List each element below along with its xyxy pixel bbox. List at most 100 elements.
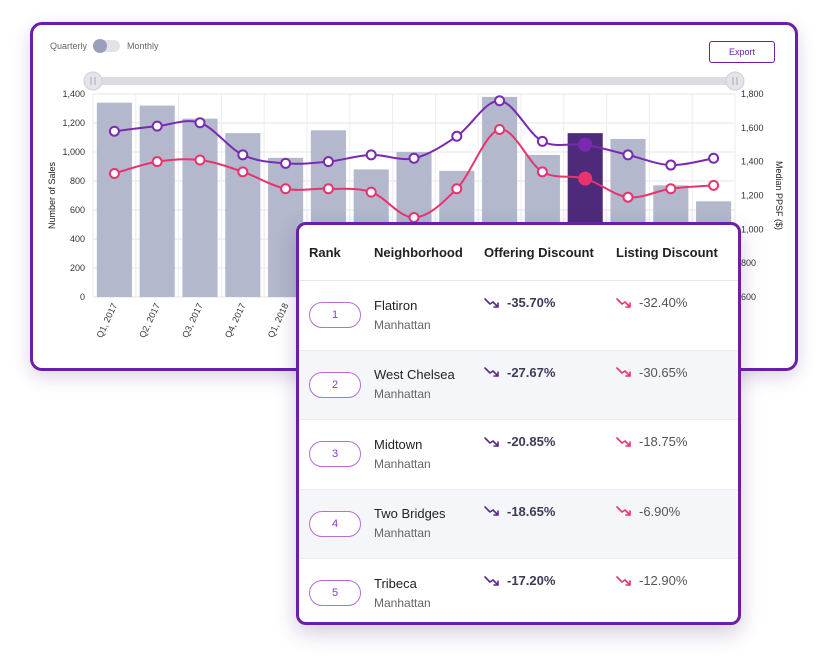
rank-badge: 3 bbox=[309, 441, 361, 468]
offering-discount-cell: -20.85% bbox=[484, 434, 616, 449]
data-point bbox=[708, 179, 720, 191]
trend-down-icon bbox=[616, 575, 631, 586]
trend-down-icon bbox=[616, 297, 631, 308]
neighborhood-name: West Chelsea bbox=[374, 367, 455, 383]
y-tick-label: 1,400 bbox=[62, 89, 85, 99]
data-point bbox=[194, 154, 206, 166]
rank-badge: 5 bbox=[309, 580, 361, 607]
bar bbox=[182, 118, 218, 298]
data-point bbox=[536, 166, 548, 178]
listing-discount-cell: -18.75% bbox=[616, 434, 736, 449]
header-listing-discount: Listing Discount bbox=[616, 245, 718, 260]
data-point bbox=[408, 211, 420, 223]
data-point bbox=[280, 183, 292, 195]
data-point bbox=[151, 156, 163, 168]
y2-tick-label: 1,200 bbox=[741, 191, 764, 201]
range-slider-track bbox=[93, 77, 735, 85]
rank-cell: 3 bbox=[299, 441, 374, 468]
y2-tick-label: 800 bbox=[741, 258, 756, 268]
offering-discount-cell: -27.67% bbox=[484, 365, 616, 380]
data-point bbox=[665, 159, 677, 171]
table-row[interactable]: 3 Midtown Manhattan -20.85% -18.75% bbox=[299, 420, 738, 490]
data-point bbox=[322, 183, 334, 195]
header-offering-discount: Offering Discount bbox=[484, 245, 594, 260]
toggle-knob[interactable] bbox=[93, 39, 108, 53]
y-tick-label: 400 bbox=[70, 234, 85, 244]
y2-tick-label: 1,000 bbox=[741, 224, 764, 234]
y2-tick-label: 600 bbox=[741, 292, 756, 302]
offering-discount-value: -17.20% bbox=[507, 573, 556, 588]
y-tick-label: 600 bbox=[70, 205, 85, 215]
x-tick-label: Q4, 2017 bbox=[223, 302, 248, 340]
header-neighborhood: Neighborhood bbox=[374, 245, 463, 260]
offering-discount-value: -18.65% bbox=[507, 503, 556, 519]
table-row[interactable]: 2 West Chelsea Manhattan -27.67% -30.65% bbox=[299, 350, 738, 420]
bar bbox=[139, 105, 175, 297]
data-point bbox=[451, 183, 463, 195]
offering-discount-cell: -35.70% bbox=[484, 295, 616, 310]
data-point bbox=[622, 191, 634, 203]
header-rank: Rank bbox=[309, 245, 341, 260]
range-slider-right-handle[interactable] bbox=[725, 71, 745, 91]
borough-name: Manhattan bbox=[374, 317, 431, 332]
y-tick-label: 1,200 bbox=[62, 118, 85, 128]
neighborhood-name: Flatiron bbox=[374, 297, 418, 313]
trend-down-icon bbox=[484, 367, 499, 377]
data-point bbox=[237, 149, 249, 161]
neighborhood-cell: Midtown Manhattan bbox=[374, 437, 484, 472]
listing-discount-cell: -32.40% bbox=[616, 295, 736, 310]
neighborhood-name: Two Bridges bbox=[374, 506, 446, 522]
neighborhood-cell: West Chelsea Manhattan bbox=[374, 367, 484, 402]
table-row[interactable]: 1 Flatiron Manhattan -35.70% -32.40% bbox=[299, 281, 738, 351]
listing-discount-value: -6.90% bbox=[639, 503, 681, 519]
table-row[interactable]: 5 Tribeca Manhattan -17.20% -12.90% bbox=[299, 559, 738, 622]
listing-discount-value: -30.65% bbox=[639, 364, 688, 380]
listing-discount-value: -12.90% bbox=[639, 573, 688, 588]
listing-discount-value: -18.75% bbox=[639, 434, 688, 449]
rank-cell: 4 bbox=[299, 510, 374, 537]
period-toggle[interactable] bbox=[93, 39, 121, 53]
data-point bbox=[494, 124, 506, 136]
borough-name: Manhattan bbox=[374, 387, 431, 402]
table-body: 1 Flatiron Manhattan -35.70% -32.40% 2 W… bbox=[299, 281, 738, 622]
x-tick-label: Q2, 2017 bbox=[137, 302, 162, 340]
data-point bbox=[365, 149, 377, 161]
data-point bbox=[708, 152, 720, 164]
data-point bbox=[151, 120, 163, 132]
rank-value: 2 bbox=[331, 378, 339, 391]
range-slider-left-handle[interactable] bbox=[83, 71, 103, 91]
period-toggle-row: Quarterly Monthly bbox=[50, 39, 159, 53]
data-point bbox=[408, 152, 420, 164]
y-tick-label: 0 bbox=[80, 292, 85, 302]
data-point bbox=[237, 166, 249, 178]
data-point bbox=[322, 156, 334, 168]
x-tick-label: Q1, 2018 bbox=[266, 302, 291, 340]
data-point bbox=[665, 183, 677, 195]
neighborhood-name: Midtown bbox=[374, 436, 423, 452]
bar bbox=[225, 133, 261, 297]
listing-discount-cell: -12.90% bbox=[616, 573, 736, 588]
trend-down-icon bbox=[616, 506, 631, 516]
table-row[interactable]: 4 Two Bridges Manhattan -18.65% -6.90% bbox=[299, 489, 738, 559]
export-button[interactable]: Export bbox=[709, 41, 775, 63]
toggle-label-monthly: Monthly bbox=[127, 41, 159, 51]
trend-down-icon bbox=[484, 297, 499, 308]
y2-tick-label: 1,400 bbox=[741, 157, 764, 167]
neighborhood-cell: Flatiron Manhattan bbox=[374, 298, 484, 333]
data-point bbox=[494, 95, 506, 107]
y-axis-label: Number of Sales bbox=[47, 161, 57, 229]
data-point-highlighted bbox=[578, 137, 593, 152]
rank-value: 5 bbox=[331, 587, 339, 600]
trend-down-icon bbox=[484, 506, 499, 516]
trend-down-icon bbox=[616, 367, 631, 377]
toggle-label-quarterly: Quarterly bbox=[50, 41, 88, 51]
offering-discount-cell: -18.65% bbox=[484, 504, 616, 519]
data-point bbox=[108, 168, 120, 180]
listing-discount-cell: -6.90% bbox=[616, 504, 736, 519]
discount-table-card: Rank Neighborhood Offering Discount List… bbox=[296, 222, 741, 625]
data-point bbox=[622, 149, 634, 161]
offering-discount-cell: -17.20% bbox=[484, 573, 616, 588]
rank-badge: 4 bbox=[309, 510, 361, 537]
data-point bbox=[108, 125, 120, 137]
y2-tick-label: 1,800 bbox=[741, 89, 764, 99]
